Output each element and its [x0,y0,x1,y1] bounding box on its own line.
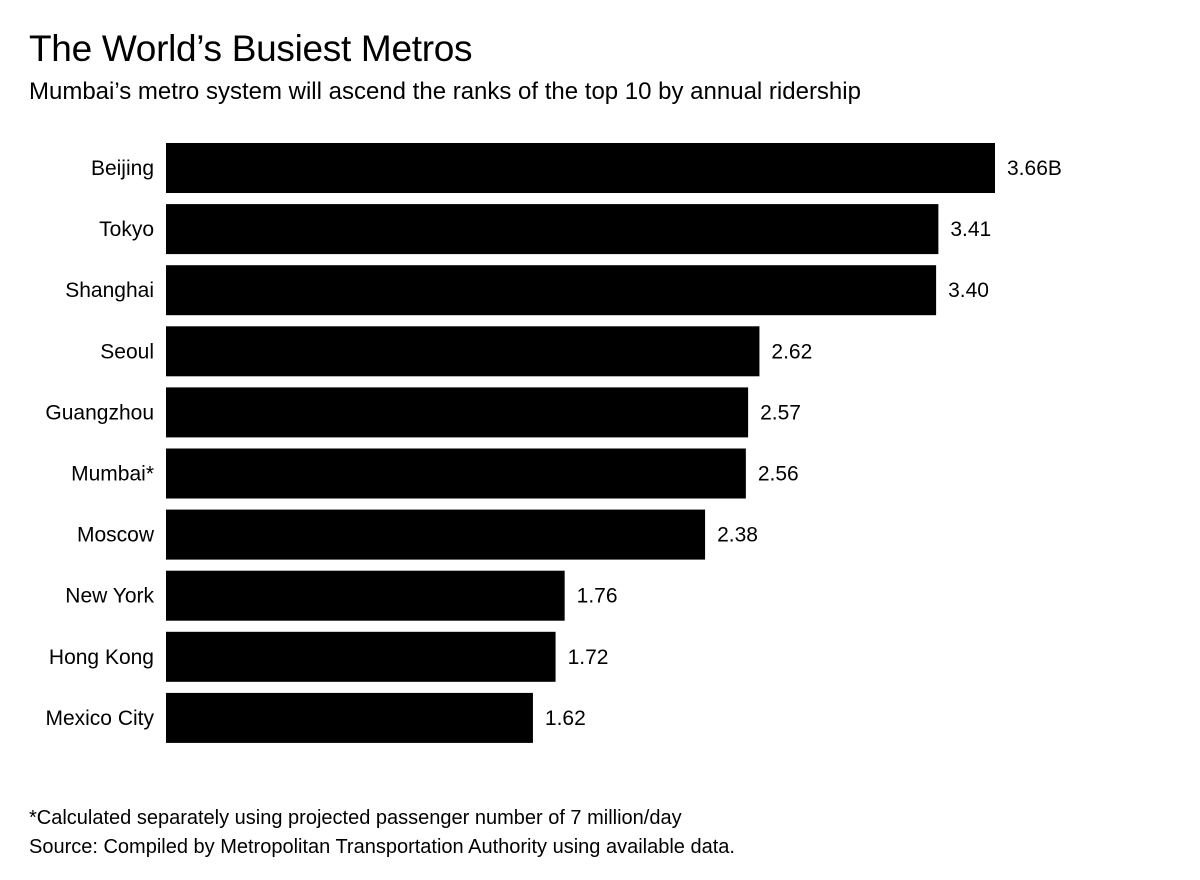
bar [166,265,937,316]
value-label: 3.41 [950,218,991,241]
value-label: 2.62 [771,340,812,363]
category-label: Hong Kong [49,646,154,669]
category-label: New York [65,585,154,608]
category-label: Moscow [77,524,155,547]
source-note: Source: Compiled by Metropolitan Transpo… [29,836,735,858]
footnote: *Calculated separately using projected p… [29,807,682,829]
chart-title: The World’s Busiest Metros [29,28,473,69]
chart-subtitle: Mumbai’s metro system will ascend the ra… [29,78,861,105]
category-label: Beijing [91,157,154,180]
category-label: Tokyo [99,218,154,241]
value-label: 2.38 [717,524,758,547]
bar [166,509,706,560]
value-label: 3.66B [1007,157,1062,180]
value-label: 1.72 [568,646,609,669]
value-label: 3.40 [948,279,989,302]
value-label: 1.62 [545,707,586,730]
bar [166,631,556,682]
bar [166,143,995,193]
category-label: Guangzhou [45,401,154,424]
bar [166,448,746,499]
category-label: Shanghai [65,279,154,302]
value-label: 2.57 [760,401,801,424]
bar [166,692,533,743]
bar [166,326,760,377]
bar [166,204,939,255]
bar [166,570,565,621]
category-label: Seoul [100,340,154,363]
bar [166,387,749,438]
category-label: Mumbai* [71,463,154,486]
value-label: 1.76 [577,585,618,608]
category-label: Mexico City [45,707,154,730]
value-label: 2.56 [758,463,799,486]
